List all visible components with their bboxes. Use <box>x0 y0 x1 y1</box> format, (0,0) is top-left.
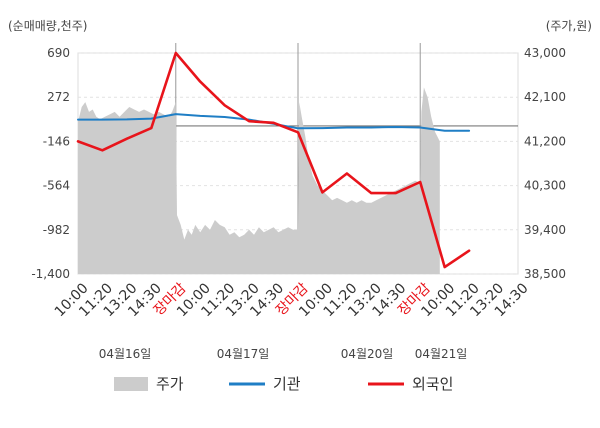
legend-item-price: 주가 <box>114 375 184 393</box>
legend-swatch-price <box>114 377 148 391</box>
date-label: 04월17일 <box>217 347 270 361</box>
legend: 주가 기관 외국인 <box>114 375 453 393</box>
legend-label-price: 주가 <box>156 375 184 393</box>
date-labels: 04월16일 04월17일 04월20일 04월21일 <box>99 347 468 361</box>
right-axis: 43,000 42,100 41,200 40,300 39,400 38,500 <box>524 46 566 281</box>
legend-label-institution: 기관 <box>273 375 301 393</box>
date-label: 04월21일 <box>415 347 468 361</box>
left-tick-label: -146 <box>43 134 70 148</box>
left-unit-label: (순매매량,천주) <box>8 18 87 33</box>
left-tick-label: -1,400 <box>31 267 70 281</box>
x-axis: 10:0011:2013:2014:30장마감10:0011:2013:2014… <box>52 280 532 320</box>
legend-label-foreign: 외국인 <box>412 375 453 393</box>
price-area <box>78 87 440 275</box>
left-tick-label: 690 <box>47 46 70 60</box>
date-label: 04월16일 <box>99 347 152 361</box>
left-tick-label: 272 <box>47 90 70 104</box>
left-axis: 690 272 -146 -564 -982 -1,400 <box>31 46 70 281</box>
foreign-line <box>76 51 471 269</box>
price-area-layer <box>78 87 440 275</box>
legend-item-institution: 기관 <box>229 375 301 393</box>
right-tick-label: 42,100 <box>524 90 566 104</box>
series-lines-layer <box>76 51 471 269</box>
right-unit-label: (주가,원) <box>546 19 592 33</box>
right-tick-label: 39,400 <box>524 223 566 237</box>
right-tick-label: 38,500 <box>524 267 566 281</box>
right-tick-label: 40,300 <box>524 179 566 193</box>
right-tick-label: 41,200 <box>524 134 566 148</box>
legend-item-foreign: 외국인 <box>368 375 453 393</box>
left-tick-label: -564 <box>43 179 70 193</box>
right-tick-label: 43,000 <box>524 46 566 60</box>
date-label: 04월20일 <box>341 347 394 361</box>
left-tick-label: -982 <box>43 223 70 237</box>
